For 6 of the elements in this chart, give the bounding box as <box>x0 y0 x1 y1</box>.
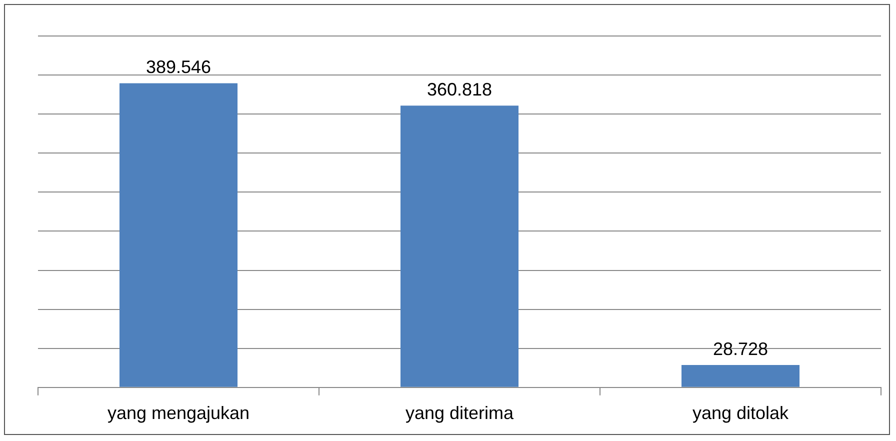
data-label: 28.728 <box>712 338 768 359</box>
x-tick-label: yang mengajukan <box>107 403 250 424</box>
data-label: 360.818 <box>426 80 492 100</box>
x-tick-label: yang ditolak <box>692 403 790 424</box>
x-tick-label: yang diterima <box>405 403 515 424</box>
data-label: 389.546 <box>146 57 212 78</box>
